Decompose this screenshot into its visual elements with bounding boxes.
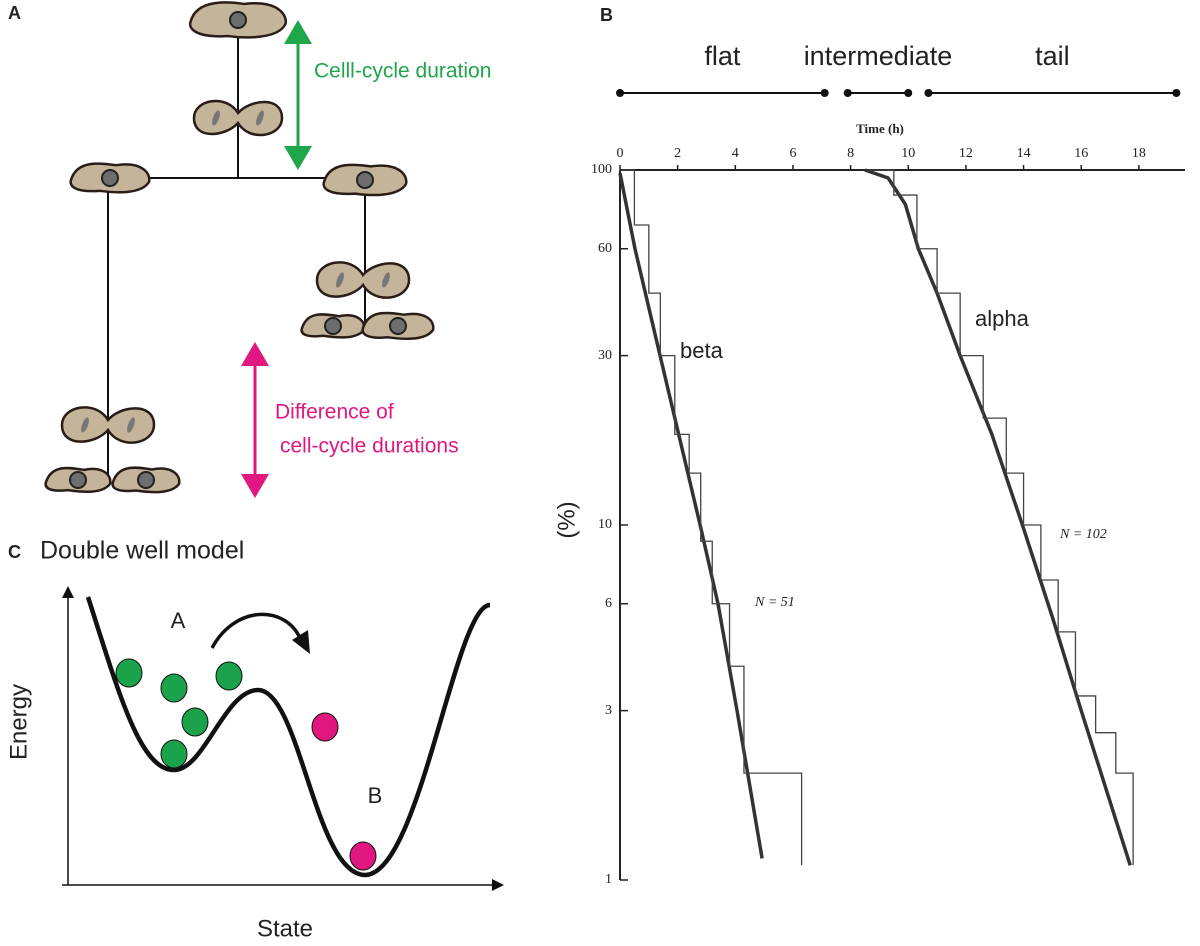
- chromosome: [81, 417, 89, 433]
- y-tick-label: 1: [605, 872, 612, 887]
- panel-title: Double well model: [40, 537, 244, 565]
- x-tick-label: 4: [732, 146, 739, 161]
- phase-end: [1172, 89, 1181, 97]
- panel-label: B: [600, 5, 613, 25]
- panel-label: A: [8, 3, 21, 23]
- arrow-label: Difference of: [275, 401, 394, 424]
- series-label: beta: [680, 338, 724, 363]
- transition-arrow: [210, 612, 302, 649]
- nucleus: [324, 317, 342, 335]
- x-axis-label: Time (h): [856, 121, 904, 136]
- chromosome: [212, 110, 220, 126]
- y-tick-label: 30: [598, 348, 612, 363]
- panel-label: C: [8, 542, 21, 562]
- y-axis-label: Energy: [5, 684, 32, 760]
- annotation: N = 51: [754, 595, 795, 610]
- panel-a: A Celll-cycle duration Difference of cel…: [8, 1, 491, 498]
- phase-end: [904, 89, 913, 97]
- balls-a: [115, 658, 243, 769]
- y-tick-label: 60: [598, 241, 612, 256]
- phase-end: [924, 89, 933, 97]
- arrow-head: [292, 630, 310, 654]
- y-tick-label: 3: [605, 703, 612, 718]
- cells: [44, 1, 435, 494]
- x-axis-label: State: [257, 915, 313, 942]
- x-tick-label: 0: [617, 146, 624, 161]
- phase-label: flat: [704, 41, 741, 71]
- fit-line: [864, 168, 1132, 866]
- balls-b: [311, 712, 377, 871]
- nucleus: [101, 169, 119, 187]
- series-label: alpha: [975, 306, 1030, 331]
- chromosome: [127, 417, 135, 433]
- x-tick-label: 12: [959, 146, 973, 161]
- y-tick-label: 6: [605, 596, 612, 611]
- chromosome: [382, 272, 390, 288]
- step-curve: [620, 169, 803, 866]
- y-tick-label: 10: [598, 517, 612, 532]
- phase-end: [616, 89, 624, 97]
- magenta-arrow: [241, 342, 269, 498]
- x-tick-label: 6: [789, 146, 796, 161]
- lineage-lines: [107, 36, 366, 478]
- green-arrow: [284, 20, 312, 170]
- step-curve: [867, 169, 1134, 866]
- x-tick-label: 8: [847, 146, 854, 161]
- panel-c: C Double well model Energy State A B: [5, 537, 504, 942]
- y-axis-label: (%): [553, 501, 580, 538]
- x-tick-label: 14: [1017, 146, 1031, 161]
- phase-end: [843, 89, 852, 97]
- dividing-cell: [315, 261, 411, 299]
- dividing-cell: [192, 99, 284, 137]
- phase-label: intermediate: [804, 41, 953, 71]
- energy-curve: [85, 596, 491, 878]
- chromosome: [256, 110, 264, 126]
- x-tick-label: 2: [674, 146, 681, 161]
- nucleus: [356, 171, 374, 189]
- y-tick-label: 100: [591, 162, 612, 177]
- phase-label: tail: [1035, 41, 1070, 71]
- annotation: N = 102: [1059, 527, 1107, 542]
- chromosome: [336, 272, 344, 288]
- x-tick-label: 16: [1074, 146, 1088, 161]
- well-label: A: [171, 608, 186, 633]
- arrow-label: cell-cycle durations: [280, 435, 459, 458]
- nucleus: [69, 471, 87, 489]
- well-label: B: [368, 783, 383, 808]
- fit-line: [618, 172, 764, 859]
- nucleus: [137, 471, 155, 489]
- nucleus: [389, 317, 407, 335]
- arrow-label: Celll-cycle duration: [314, 60, 491, 83]
- nucleus: [229, 11, 247, 29]
- dividing-cell: [60, 406, 156, 444]
- phase-end: [820, 89, 829, 97]
- x-tick-label: 10: [901, 146, 915, 161]
- x-tick-label: 18: [1132, 146, 1146, 161]
